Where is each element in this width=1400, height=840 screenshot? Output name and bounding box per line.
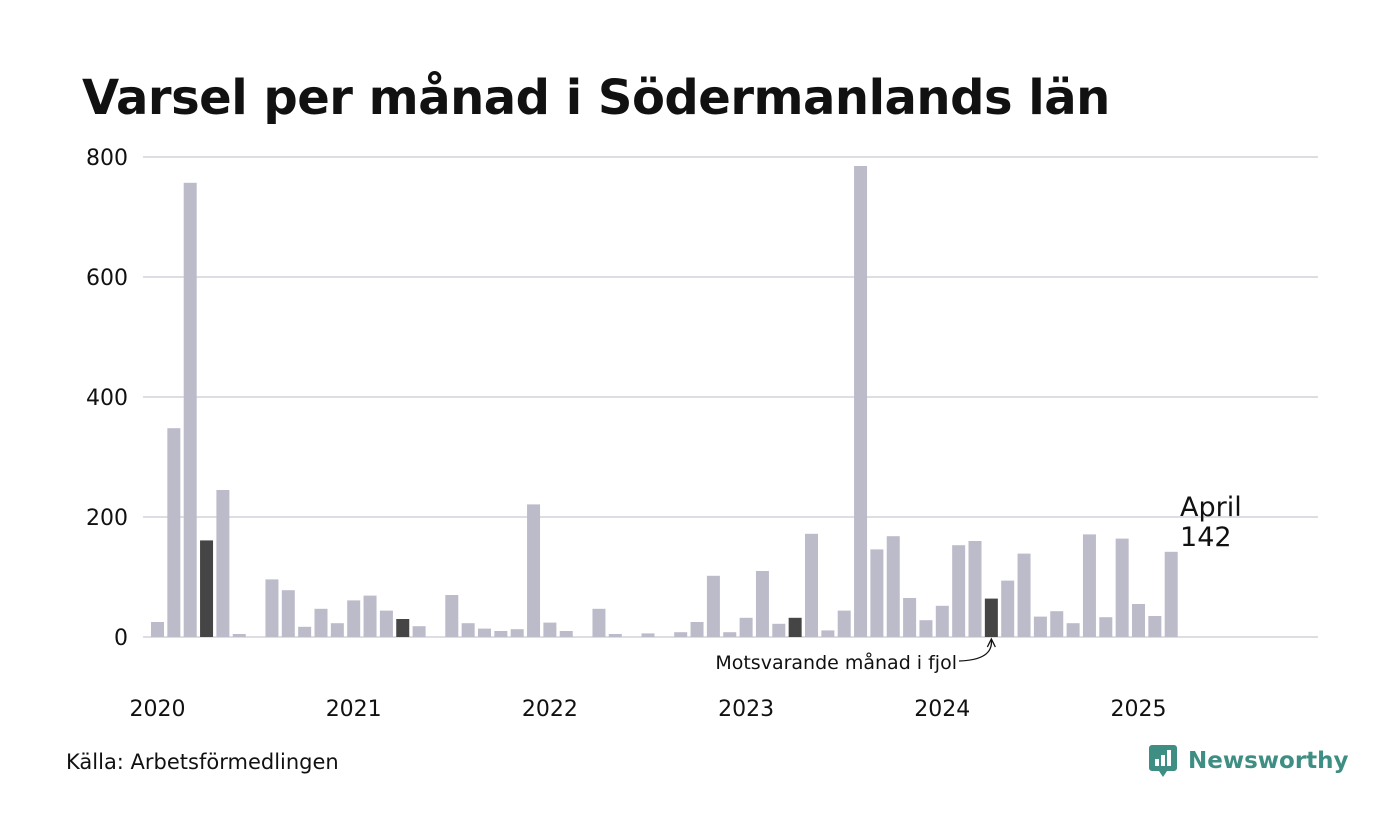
x-tick-label: 2021 (326, 697, 382, 722)
bar-2024-12 (1115, 538, 1129, 637)
bar-2024-08 (1050, 611, 1064, 637)
bar-2023-10 (886, 536, 900, 637)
bar-2021-12 (527, 504, 541, 637)
x-tick-label: 2024 (914, 697, 970, 722)
bar-2024-04 (984, 598, 998, 637)
current-value-label: 142 (1180, 522, 1232, 553)
bar-2021-11 (510, 629, 524, 637)
bar-2022-04 (592, 608, 606, 637)
x-tick-label: 2022 (522, 697, 578, 722)
y-tick-label: 200 (86, 506, 128, 531)
bar-2020-03 (183, 182, 197, 638)
bar-2020-05 (216, 490, 230, 637)
x-tick-label: 2020 (130, 697, 186, 722)
current-month-label: April (1180, 492, 1242, 523)
bar-2021-09 (478, 628, 491, 637)
bar-2020-04 (200, 540, 214, 637)
bar-2020-10 (298, 626, 312, 637)
bar-2022-11 (706, 575, 720, 637)
bar-2023-05 (805, 533, 818, 637)
bar-2022-02 (559, 631, 573, 637)
bar-2021-02 (363, 595, 377, 637)
bar-2023-02 (755, 571, 769, 637)
bar-2020-11 (314, 608, 328, 637)
annotation-arrowhead (986, 637, 996, 648)
bar-2025-02 (1148, 616, 1162, 637)
brand-name: Newsworthy (1188, 748, 1349, 774)
bar-2024-01 (935, 605, 949, 637)
bar-2023-07 (837, 610, 851, 637)
bar-2023-09 (870, 549, 884, 637)
bar-2024-05 (1001, 580, 1015, 637)
chart-title: Varsel per månad i Södermanlands län (82, 70, 1110, 126)
bar-2022-05 (608, 634, 622, 637)
bar-2024-09 (1066, 623, 1080, 637)
bar-2024-11 (1099, 617, 1113, 637)
bar-2021-05 (412, 626, 426, 637)
bar-2020-01 (151, 622, 164, 637)
bar-2022-09 (674, 632, 688, 637)
bar-2020-06 (232, 634, 246, 637)
bar-2023-08 (854, 166, 868, 637)
bar-2025-03 (1164, 551, 1178, 637)
bar-2025-01 (1132, 604, 1145, 637)
bar-2024-06 (1017, 553, 1031, 637)
bar-2024-02 (952, 545, 966, 637)
bar-2021-04 (396, 619, 410, 637)
annotation-text: Motsvarande månad i fjol (715, 651, 957, 674)
y-tick-label: 600 (86, 266, 128, 291)
y-tick-label: 800 (86, 146, 128, 171)
x-tick-label: 2023 (718, 697, 774, 722)
bar-2023-03 (772, 623, 786, 637)
bar-2023-11 (903, 598, 917, 637)
source-note: Källa: Arbetsförmedlingen (66, 750, 339, 774)
bar-2024-03 (968, 541, 982, 637)
bar-2022-10 (690, 622, 704, 637)
bar-2022-07 (641, 633, 655, 637)
bar-2023-12 (919, 620, 933, 637)
bar-2022-01 (543, 622, 557, 637)
y-tick-label: 400 (86, 386, 128, 411)
bar-2024-10 (1082, 534, 1096, 637)
newsworthy-logo-icon (1149, 745, 1177, 777)
bar-2021-08 (461, 623, 475, 637)
annotation-arrow (958, 639, 993, 662)
bar-2021-07 (445, 595, 459, 637)
bar-2023-06 (821, 630, 835, 637)
bar-2022-12 (723, 632, 737, 637)
x-tick-label: 2025 (1111, 697, 1167, 722)
brand-logo: Newsworthy (1148, 744, 1349, 778)
bar-2020-08 (265, 579, 279, 637)
y-tick-label: 0 (114, 626, 128, 651)
bar-2020-12 (330, 623, 344, 637)
bar-2023-04 (788, 617, 802, 637)
bar-2024-07 (1033, 616, 1047, 637)
bar-2023-01 (739, 617, 753, 637)
bar-2021-01 (347, 600, 361, 637)
bar-2021-10 (494, 631, 508, 637)
bar-2020-02 (167, 428, 181, 637)
bar-2020-09 (281, 590, 295, 637)
bar-2021-03 (379, 610, 393, 637)
